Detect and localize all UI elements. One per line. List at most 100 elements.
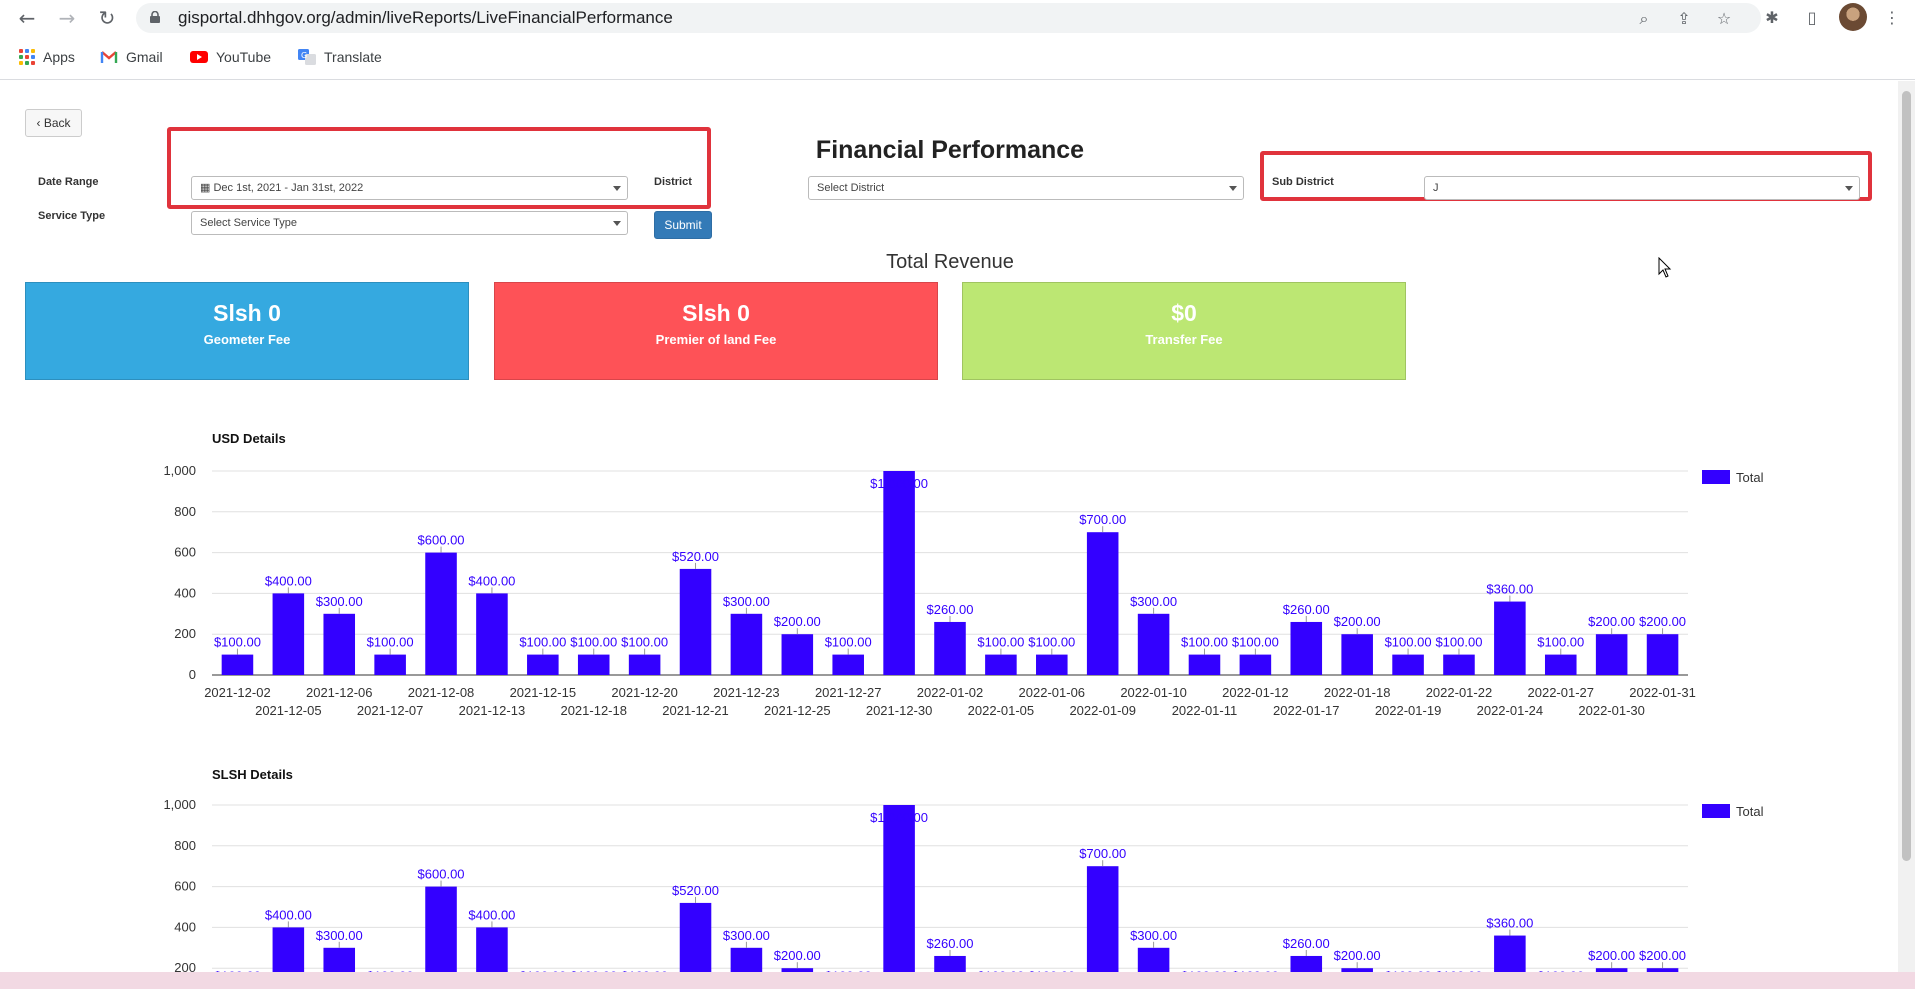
- date-range-select[interactable]: ▦ Dec 1st, 2021 - Jan 31st, 2022: [191, 176, 628, 200]
- bar: [1544, 654, 1577, 675]
- y-tick-label: 600: [174, 545, 196, 560]
- bar: [374, 654, 406, 675]
- data-label: $700.00: [1079, 512, 1126, 527]
- share-icon[interactable]: ⇪: [1677, 9, 1691, 28]
- x-tick-label: 2022-01-11: [1172, 703, 1238, 718]
- legend-label: Total: [1736, 804, 1764, 819]
- bar: [1036, 654, 1068, 675]
- bar: [1494, 601, 1526, 675]
- profile-avatar[interactable]: [1839, 3, 1867, 31]
- x-tick-label: 2022-01-22: [1426, 685, 1493, 700]
- data-label: $360.00: [1486, 582, 1533, 597]
- data-label: $400.00: [265, 907, 312, 922]
- data-label: $200.00: [1639, 614, 1686, 629]
- reload-icon[interactable]: ↻: [98, 6, 116, 30]
- back-arrow-icon[interactable]: ←: [18, 6, 36, 30]
- y-tick-label: 200: [174, 626, 196, 641]
- bookmark-label: YouTube: [216, 49, 272, 65]
- data-label: $200.00: [1588, 948, 1635, 963]
- x-tick-label: 2021-12-02: [204, 685, 271, 700]
- bookmark-star-icon[interactable]: ☆: [1716, 9, 1732, 28]
- x-tick-label: 2022-01-05: [968, 703, 1035, 718]
- youtube-icon: [190, 51, 208, 63]
- highlight-box-date-range: [167, 127, 711, 209]
- x-tick-label: 2021-12-20: [611, 685, 678, 700]
- data-label: $260.00: [1283, 602, 1330, 617]
- bar: [679, 568, 712, 675]
- data-label: $100.00: [977, 635, 1024, 650]
- x-tick-label: 2022-01-06: [1019, 685, 1086, 700]
- scrollbar-thumb[interactable]: [1902, 91, 1911, 861]
- data-label: $100.00: [1181, 635, 1228, 650]
- bar: [730, 613, 763, 675]
- bookmark-gmail[interactable]: Gmail: [100, 46, 163, 68]
- extensions-icon[interactable]: ✱: [1765, 8, 1779, 27]
- bookmark-translate[interactable]: G Translate: [298, 46, 382, 68]
- data-label: $300.00: [1130, 594, 1177, 609]
- x-tick-label: 2022-01-12: [1222, 685, 1289, 700]
- x-tick-label: 2022-01-17: [1273, 703, 1340, 718]
- bar: [272, 593, 305, 675]
- bar: [1086, 866, 1119, 989]
- gmail-icon: [100, 51, 118, 63]
- y-tick-label: 0: [189, 667, 196, 682]
- bar: [1646, 634, 1679, 675]
- service-type-label: Service Type: [38, 210, 106, 222]
- x-tick-label: 2021-12-07: [357, 703, 424, 718]
- x-tick-label: 2021-12-30: [866, 703, 933, 718]
- bar: [1392, 654, 1424, 675]
- bar: [985, 654, 1017, 675]
- x-tick-label: 2021-12-18: [560, 703, 627, 718]
- data-label: $100.00: [1028, 635, 1075, 650]
- bar: [577, 654, 610, 675]
- bar: [832, 654, 864, 675]
- data-label: $360.00: [1486, 916, 1533, 931]
- bar: [1290, 621, 1323, 675]
- slsh-details-chart: SLSH Details2004006008001,000Total$100.0…: [163, 767, 1764, 989]
- bar: [527, 654, 559, 675]
- page-scrollbar[interactable]: [1898, 81, 1915, 989]
- date-range-value: Dec 1st, 2021 - Jan 31st, 2022: [213, 182, 364, 194]
- legend-swatch: [1702, 470, 1730, 484]
- address-bar[interactable]: gisportal.dhhgov.org/admin/liveReports/L…: [136, 3, 1761, 33]
- data-label: $700.00: [1079, 846, 1126, 861]
- bookmark-apps[interactable]: Apps: [19, 46, 75, 68]
- y-tick-label: 800: [174, 838, 196, 853]
- bar: [323, 613, 356, 675]
- back-button[interactable]: ‹ Back: [25, 109, 82, 137]
- bookmarks-bar: Apps Gmail YouTube G Translate: [0, 36, 1915, 80]
- y-tick-label: 200: [174, 960, 196, 975]
- data-label: $300.00: [1130, 928, 1177, 943]
- side-panel-icon[interactable]: ▯: [1807, 8, 1817, 27]
- chart-title: USD Details: [212, 431, 286, 446]
- submit-button[interactable]: Submit: [654, 211, 712, 239]
- bar: [425, 552, 457, 675]
- forward-arrow-icon[interactable]: →: [58, 6, 76, 30]
- sub-district-label: Sub District: [1272, 176, 1334, 188]
- y-tick-label: 1,000: [163, 463, 196, 478]
- sub-district-select[interactable]: J: [1424, 176, 1860, 200]
- data-label: $100.00: [367, 635, 414, 650]
- menu-dots-icon[interactable]: ⋮: [1884, 8, 1900, 27]
- data-label: $100.00: [1537, 635, 1584, 650]
- legend-swatch: [1702, 804, 1730, 818]
- caret-down-icon: [613, 221, 621, 226]
- district-label: District: [654, 176, 692, 188]
- card-amount: Slsh 0: [682, 300, 750, 326]
- url-text[interactable]: gisportal.dhhgov.org/admin/liveReports/L…: [178, 8, 673, 27]
- data-label: $200.00: [774, 948, 821, 963]
- data-label: $400.00: [468, 907, 515, 922]
- x-tick-label: 2022-01-30: [1578, 703, 1645, 718]
- district-select[interactable]: Select District: [808, 176, 1244, 200]
- transfer-fee-card: $0 Transfer Fee: [962, 282, 1406, 380]
- x-tick-label: 2021-12-27: [815, 685, 882, 700]
- service-type-select[interactable]: Select Service Type: [191, 211, 628, 235]
- lock-icon: [150, 11, 160, 23]
- bookmark-youtube[interactable]: YouTube: [190, 46, 271, 68]
- zoom-icon[interactable]: ⌕: [1639, 9, 1649, 28]
- apps-grid-icon: [19, 49, 35, 65]
- sub-district-value: J: [1433, 182, 1439, 194]
- os-taskbar: [0, 972, 1915, 989]
- card-amount: Slsh 0: [213, 300, 281, 326]
- bar: [934, 621, 966, 675]
